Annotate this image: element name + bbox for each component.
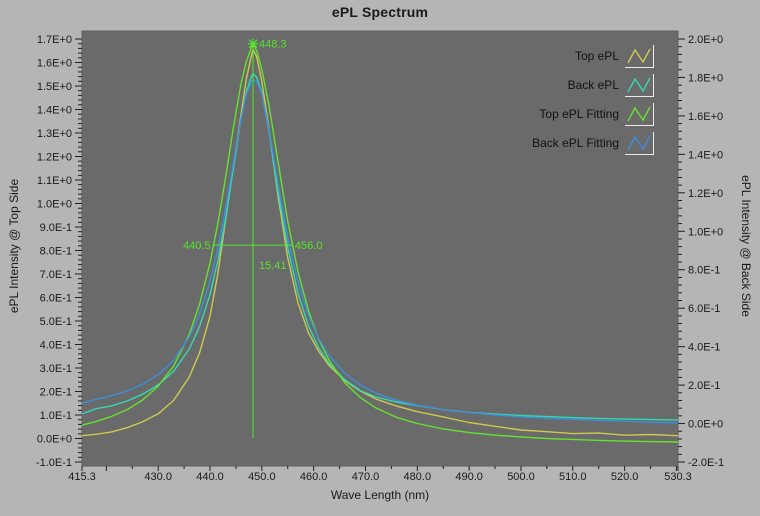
y-right-tick-label: 1.4E+0 — [688, 149, 723, 161]
series-back-epl — [81, 72, 679, 421]
plot-area — [81, 30, 679, 467]
y-right-tick-label: 2.0E+0 — [688, 34, 723, 46]
peak-marker — [248, 39, 258, 49]
y-axis-title-right: ePL Intensity @ Back Side — [739, 175, 753, 317]
y-left-tick-label: 1.0E+0 — [37, 199, 72, 211]
legend-item-top-epl-fitting[interactable]: Top ePL Fitting — [532, 102, 654, 126]
legend-item-top-epl[interactable]: Top ePL — [532, 44, 654, 68]
y-right-tick-label: 8.0E-1 — [688, 265, 720, 277]
y-right-tick-label: 2.0E-1 — [688, 380, 720, 392]
y-left-tick-label: 0.0E+0 — [37, 434, 72, 446]
legend-item-back-epl[interactable]: Back ePL — [532, 73, 654, 97]
y-left-tick-label: 1.7E+0 — [37, 34, 72, 46]
fwhm-right-label: 456.0 — [295, 240, 323, 252]
x-tick-label: 440.0 — [196, 471, 224, 483]
y-left-tick-label: 5.0E-1 — [40, 316, 72, 328]
legend-line-sample-icon — [625, 131, 654, 155]
y-left-tick-label: 9.0E-1 — [40, 222, 72, 234]
y-right-tick-label: 6.0E-1 — [688, 303, 720, 315]
series-back-epl-fitting — [81, 79, 679, 424]
fwhm-left-label: 440.5 — [183, 240, 211, 252]
y-right-tick-label: 1.0E+0 — [688, 226, 723, 238]
legend-line-sample-icon — [625, 44, 654, 68]
legend: Top ePL Back ePL Top ePL Fitting Back ePL F… — [532, 44, 654, 161]
y-left-tick-label: 1.0E-1 — [40, 410, 72, 422]
legend-label: Top ePL — [574, 49, 619, 63]
x-tick-label: 500.0 — [507, 471, 535, 483]
x-tick-label: 460.0 — [300, 471, 328, 483]
x-tick-label: 510.0 — [559, 471, 587, 483]
x-tick-label: 530.3 — [664, 471, 692, 483]
legend-label: Top ePL Fitting — [539, 107, 619, 121]
y-right-tick-label: 1.8E+0 — [688, 72, 723, 84]
legend-line-sample-icon — [625, 73, 654, 97]
fwhm-width-label: 15.41 — [259, 260, 287, 272]
legend-label: Back ePL Fitting — [532, 136, 619, 150]
y-left-tick-label: 1.3E+0 — [37, 128, 72, 140]
y-axis-title-left: ePL Intensity @ Top Side — [7, 178, 21, 314]
legend-item-back-epl-fitting[interactable]: Back ePL Fitting — [532, 131, 654, 155]
x-tick-label: 480.0 — [404, 471, 432, 483]
y-left-tick-label: -1.0E-1 — [36, 457, 72, 469]
y-left-tick-label: 1.4E+0 — [37, 105, 72, 117]
y-right-tick-label: 4.0E-1 — [688, 342, 720, 354]
y-right-tick-label: 1.6E+0 — [688, 111, 723, 123]
x-tick-label: 490.0 — [455, 471, 483, 483]
y-left-tick-label: 2.0E-1 — [40, 387, 72, 399]
y-left-tick-label: 7.0E-1 — [40, 269, 72, 281]
y-left-tick-label: 8.0E-1 — [40, 246, 72, 258]
x-tick-label: 430.0 — [144, 471, 172, 483]
y-left-tick-label: 1.2E+0 — [37, 152, 72, 164]
x-tick-label: 470.0 — [352, 471, 380, 483]
y-right-tick-label: 0.0E+0 — [688, 419, 723, 431]
x-tick-label: 415.3 — [68, 471, 96, 483]
y-left-tick-label: 1.5E+0 — [37, 81, 72, 93]
y-left-tick-label: 3.0E-1 — [40, 363, 72, 375]
legend-label: Back ePL — [567, 78, 619, 92]
chart-title: ePL Spectrum — [331, 4, 429, 20]
peak-label: 448.3 — [259, 39, 287, 51]
y-left-tick-label: 6.0E-1 — [40, 293, 72, 305]
y-right-tick-label: 1.2E+0 — [688, 188, 723, 200]
y-left-tick-label: 1.6E+0 — [37, 58, 72, 70]
x-tick-label: 450.0 — [248, 471, 276, 483]
y-right-tick-label: -2.0E-1 — [688, 457, 724, 469]
legend-line-sample-icon — [625, 102, 654, 126]
x-tick-label: 520.0 — [611, 471, 639, 483]
y-left-tick-label: 1.1E+0 — [37, 175, 72, 187]
y-left-tick-label: 4.0E-1 — [40, 340, 72, 352]
x-axis-title: Wave Length (nm) — [330, 488, 430, 502]
